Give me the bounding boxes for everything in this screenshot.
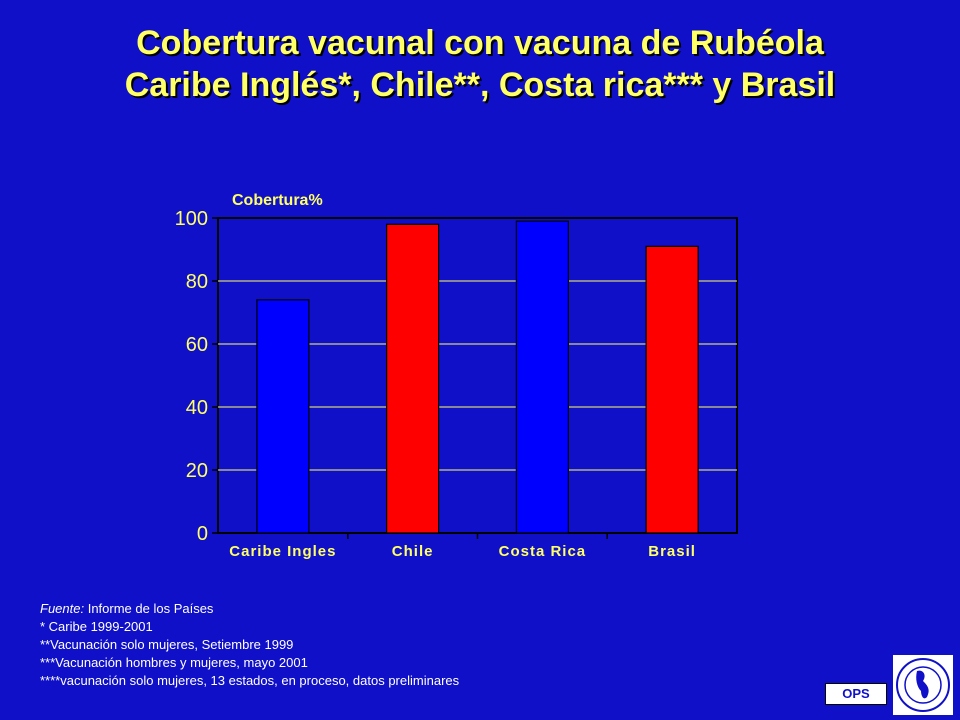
ops-badge: OPS bbox=[825, 683, 887, 705]
bar bbox=[645, 245, 699, 534]
y-tick-label: 20 bbox=[186, 460, 208, 482]
note-costa-rica: ***Vacunación hombres y mujeres, mayo 20… bbox=[40, 655, 308, 670]
source-notes: Fuente: Informe de los Países * Caribe 1… bbox=[40, 600, 459, 690]
bar bbox=[515, 220, 569, 534]
x-tick-label: Caribe Ingles bbox=[229, 543, 336, 560]
x-tick-label: Chile bbox=[392, 543, 434, 560]
bar bbox=[386, 223, 440, 534]
x-tick-label: Brasil bbox=[648, 543, 696, 560]
source-line: Fuente: Informe de los Países bbox=[40, 600, 459, 618]
note-caribe: * Caribe 1999-2001 bbox=[40, 619, 153, 634]
paho-logo-icon bbox=[893, 655, 953, 715]
y-tick-label: 80 bbox=[186, 271, 208, 293]
source-text: Informe de los Países bbox=[84, 601, 214, 616]
source-label: Fuente: bbox=[40, 601, 85, 616]
title-line-1: Cobertura vacunal con vacuna de Rubéola bbox=[136, 24, 824, 62]
chart-title: Cobertura vacunal con vacuna de Rubéola … bbox=[0, 22, 960, 106]
y-axis-label: Cobertura% bbox=[232, 192, 323, 209]
title-line-2: Caribe Inglés*, Chile**, Costa rica*** y… bbox=[124, 66, 836, 104]
bar bbox=[256, 299, 310, 534]
x-tick-label: Costa Rica bbox=[499, 543, 587, 560]
y-tick-label: 60 bbox=[186, 334, 208, 356]
y-tick-label: 40 bbox=[186, 397, 208, 419]
y-tick-label: 0 bbox=[197, 523, 208, 545]
note-chile: **Vacunación solo mujeres, Setiembre 199… bbox=[40, 637, 294, 652]
y-tick-label: 100 bbox=[175, 208, 208, 230]
note-brasil: ****vacunación solo mujeres, 13 estados,… bbox=[40, 673, 460, 688]
